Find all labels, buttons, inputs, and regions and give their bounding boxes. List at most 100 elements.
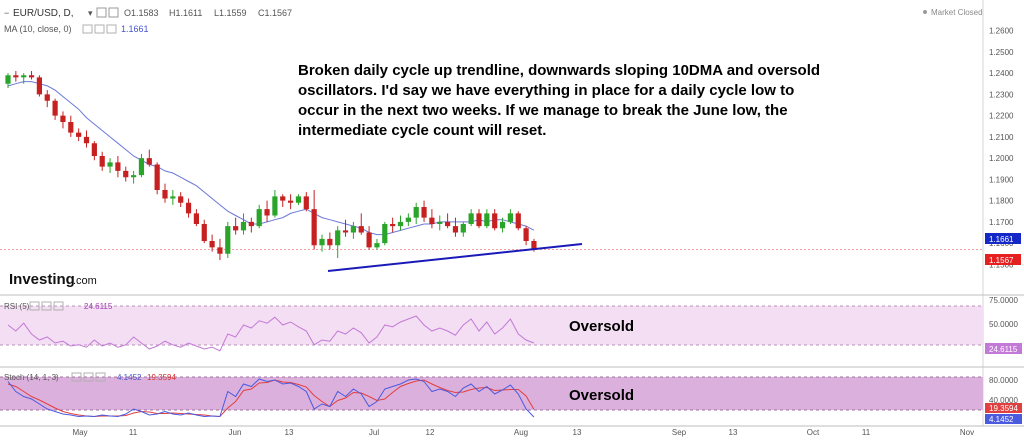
time-label: 13 bbox=[729, 428, 738, 437]
rsi-line bbox=[7, 315, 535, 352]
candle-body bbox=[28, 75, 35, 78]
rsi-panel: RSI (5) 24.6115 Oversold 75.0000 50.0000… bbox=[0, 296, 1022, 354]
stoch-badge-d bbox=[985, 403, 1022, 413]
trendline[interactable] bbox=[327, 243, 583, 272]
candle-body bbox=[256, 209, 262, 227]
rsi-settings-icon[interactable] bbox=[41, 301, 52, 311]
candle-body bbox=[154, 164, 160, 190]
stoch-label: Stoch (14, 1, 3) bbox=[4, 373, 59, 382]
annotation-line-1: Broken daily cycle up trendline, downwar… bbox=[298, 62, 820, 79]
stoch-settings-icon[interactable] bbox=[83, 372, 94, 382]
candle-body bbox=[209, 241, 215, 248]
rsi-label: RSI (5) bbox=[4, 302, 30, 311]
rsi-badge-value: 24.6115 bbox=[989, 345, 1018, 354]
stoch-close-icon[interactable] bbox=[95, 372, 106, 382]
brand-suffix: .com bbox=[73, 275, 97, 287]
candle-body bbox=[280, 196, 286, 201]
stoch-note: Oversold bbox=[569, 387, 634, 404]
price-tick: 1.1800 bbox=[989, 197, 1014, 206]
candle-body bbox=[366, 232, 372, 248]
candles bbox=[5, 71, 537, 261]
settings-icon[interactable] bbox=[96, 7, 107, 18]
time-label: Jul bbox=[369, 428, 379, 437]
candle-body bbox=[507, 213, 513, 222]
candle-body bbox=[523, 228, 529, 241]
annotation-line-4: intermediate cycle count will reset. bbox=[298, 122, 546, 139]
price-tick: 1.2300 bbox=[989, 90, 1014, 99]
candle-body bbox=[107, 162, 113, 167]
candle-body bbox=[499, 221, 506, 229]
rsi-value: 24.6115 bbox=[84, 302, 113, 311]
candle-body bbox=[311, 209, 317, 246]
ma-badge bbox=[985, 233, 1021, 244]
candle-body bbox=[288, 200, 294, 203]
candle-body bbox=[68, 122, 74, 133]
candle-body bbox=[390, 224, 396, 227]
candle-body bbox=[240, 221, 247, 231]
candle-body bbox=[319, 238, 325, 246]
candle-body bbox=[217, 247, 223, 254]
candle-body bbox=[185, 202, 192, 214]
ma-label: MA (10, close, 0) bbox=[4, 24, 72, 34]
candle-body bbox=[248, 221, 254, 227]
candle-body bbox=[272, 196, 278, 216]
candle-body bbox=[382, 224, 388, 244]
close-icon[interactable] bbox=[108, 7, 119, 18]
candle-body bbox=[99, 156, 105, 167]
ma-settings-icon[interactable] bbox=[94, 24, 105, 34]
stoch-badge-d-value: 19.3594 bbox=[989, 404, 1018, 413]
candle-body bbox=[358, 226, 364, 233]
candle-body bbox=[492, 213, 498, 229]
candle-body bbox=[138, 158, 145, 176]
candle-body bbox=[44, 94, 50, 101]
candle-body bbox=[476, 213, 482, 227]
rsi-note: Oversold bbox=[569, 318, 634, 335]
brand-name: Investing bbox=[9, 271, 75, 288]
rsi-eye-icon[interactable] bbox=[29, 301, 40, 311]
candle-body bbox=[146, 158, 152, 165]
candle-body bbox=[327, 238, 333, 246]
candle-body bbox=[21, 75, 27, 78]
rsi-tick-75: 75.0000 bbox=[989, 296, 1018, 305]
candle-body bbox=[170, 196, 176, 199]
annotation-line-3: occur in the next two weeks. If we manag… bbox=[298, 102, 788, 119]
stoch-eye-icon[interactable] bbox=[71, 372, 82, 382]
interval-dropdown-icon[interactable]: ▾ bbox=[88, 8, 93, 18]
rsi-close-icon[interactable] bbox=[53, 301, 64, 311]
price-tick: 1.2100 bbox=[989, 133, 1014, 142]
stoch-panel: Stoch (14, 1, 3) 4.1452 19.3594 Oversold… bbox=[0, 372, 1022, 424]
time-label: 11 bbox=[129, 428, 138, 437]
price-badge bbox=[985, 254, 1021, 265]
high-value: H1.1611 bbox=[169, 8, 202, 18]
brand-logo: Investing .com bbox=[9, 271, 97, 288]
candle-body bbox=[405, 217, 411, 222]
ma-badge-value: 1.1661 bbox=[989, 235, 1014, 244]
low-value: L1.1559 bbox=[214, 8, 247, 18]
stoch-k-value: 4.1452 bbox=[117, 373, 142, 382]
candle-body bbox=[421, 207, 427, 218]
time-label: 13 bbox=[285, 428, 294, 437]
time-label: Nov bbox=[960, 428, 974, 437]
ma-close-icon[interactable] bbox=[106, 24, 117, 34]
stoch-band bbox=[0, 377, 983, 410]
ma-eye-icon[interactable] bbox=[82, 24, 93, 34]
stoch-badge-k bbox=[985, 414, 1022, 424]
time-label: May bbox=[72, 428, 87, 437]
rsi-tick-50: 50.0000 bbox=[989, 320, 1018, 329]
candle-body bbox=[303, 196, 309, 210]
stoch-tick-80: 80.0000 bbox=[989, 376, 1018, 385]
candle-body bbox=[193, 213, 199, 224]
candle-body bbox=[484, 213, 490, 227]
candle-body bbox=[342, 230, 349, 233]
candle-body bbox=[295, 196, 302, 203]
time-label: Sep bbox=[672, 428, 687, 437]
price-tick: 1.2500 bbox=[989, 48, 1014, 57]
ma-value: 1.1661 bbox=[121, 24, 149, 34]
candle-body bbox=[350, 226, 356, 233]
collapse-icon[interactable]: − bbox=[4, 8, 9, 18]
time-label: Oct bbox=[807, 428, 820, 437]
price-badge-value: 1.1567 bbox=[989, 256, 1014, 265]
time-label: 12 bbox=[426, 428, 435, 437]
